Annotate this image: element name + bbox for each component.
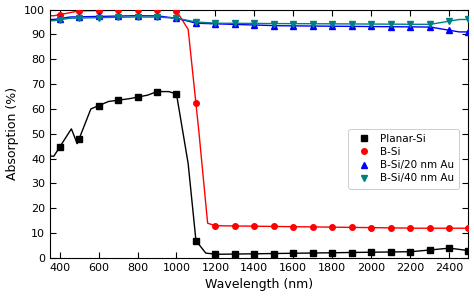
B-Si/20 nm Au [252,23,257,27]
Planar-Si [154,90,160,93]
Line: B-Si/20 nm Au: B-Si/20 nm Au [57,13,471,35]
B-Si/40 nm Au [446,19,452,23]
B-Si/20 nm Au [154,14,160,18]
Planar-Si [329,251,335,255]
Line: Planar-Si: Planar-Si [57,89,471,257]
B-Si/40 nm Au [154,15,160,19]
Planar-Si [115,99,121,102]
B-Si/20 nm Au [329,24,335,28]
B-Si/40 nm Au [349,22,355,26]
B-Si/40 nm Au [465,18,471,21]
B-Si [329,225,335,229]
B-Si [407,226,413,230]
Planar-Si [173,92,179,96]
B-Si [212,224,218,228]
B-Si/20 nm Au [388,25,393,29]
B-Si [465,226,471,230]
B-Si/40 nm Au [291,22,296,26]
Planar-Si [135,95,140,99]
B-Si/20 nm Au [115,14,121,18]
Planar-Si [271,252,277,255]
Planar-Si [427,248,432,252]
B-Si [446,226,452,230]
Planar-Si [388,250,393,254]
B-Si [427,226,432,230]
B-Si/20 nm Au [427,25,432,29]
B-Si/20 nm Au [212,22,218,26]
B-Si [271,225,277,228]
B-Si [173,9,179,12]
B-Si/20 nm Au [96,15,101,18]
X-axis label: Wavelength (nm): Wavelength (nm) [205,279,313,291]
B-Si/20 nm Au [271,24,277,28]
B-Si [252,225,257,228]
Planar-Si [446,246,452,250]
B-Si/40 nm Au [115,15,121,19]
B-Si [135,8,140,12]
B-Si/40 nm Au [135,15,140,19]
B-Si/40 nm Au [76,16,82,20]
B-Si [349,226,355,229]
B-Si/40 nm Au [193,20,199,24]
B-Si/20 nm Au [446,29,452,32]
B-Si/20 nm Au [368,25,374,28]
B-Si/20 nm Au [310,24,316,28]
Legend: Planar-Si, B-Si, B-Si/20 nm Au, B-Si/40 nm Au: Planar-Si, B-Si, B-Si/20 nm Au, B-Si/40 … [348,129,459,189]
B-Si [57,13,63,16]
B-Si/40 nm Au [96,16,101,19]
B-Si/40 nm Au [57,18,63,22]
B-Si/40 nm Au [212,21,218,25]
Planar-Si [232,252,238,256]
B-Si/40 nm Au [252,22,257,25]
B-Si/40 nm Au [368,22,374,26]
B-Si/40 nm Au [407,23,413,26]
B-Si/20 nm Au [173,16,179,20]
Planar-Si [57,145,63,149]
B-Si [291,225,296,228]
Planar-Si [252,252,257,256]
Line: B-Si: B-Si [57,7,471,231]
B-Si/40 nm Au [232,22,238,25]
B-Si [96,9,101,12]
B-Si [368,226,374,230]
Planar-Si [76,137,82,140]
Planar-Si [291,252,296,255]
B-Si [76,9,82,12]
B-Si/40 nm Au [310,22,316,26]
B-Si/20 nm Au [232,23,238,26]
Planar-Si [212,252,218,256]
Planar-Si [96,104,101,108]
B-Si/20 nm Au [76,15,82,19]
B-Si/20 nm Au [57,17,63,20]
Planar-Si [349,251,355,254]
B-Si/20 nm Au [407,25,413,29]
B-Si/20 nm Au [135,14,140,18]
B-Si [232,224,238,228]
Planar-Si [368,251,374,254]
Planar-Si [310,251,316,255]
B-Si [154,8,160,12]
B-Si/20 nm Au [193,21,199,25]
B-Si/20 nm Au [291,24,296,28]
Planar-Si [193,239,199,242]
B-Si/40 nm Au [427,23,432,26]
Planar-Si [465,249,471,252]
B-Si/40 nm Au [173,16,179,20]
B-Si [115,8,121,12]
B-Si/40 nm Au [388,23,393,26]
B-Si/20 nm Au [349,25,355,28]
Y-axis label: Absorption (%): Absorption (%) [6,87,18,180]
B-Si/40 nm Au [329,22,335,26]
B-Si [388,226,393,230]
Planar-Si [407,250,413,254]
B-Si [193,101,199,105]
B-Si [310,225,316,229]
Line: B-Si/40 nm Au: B-Si/40 nm Au [57,14,471,27]
B-Si/40 nm Au [271,22,277,25]
B-Si/20 nm Au [465,30,471,34]
